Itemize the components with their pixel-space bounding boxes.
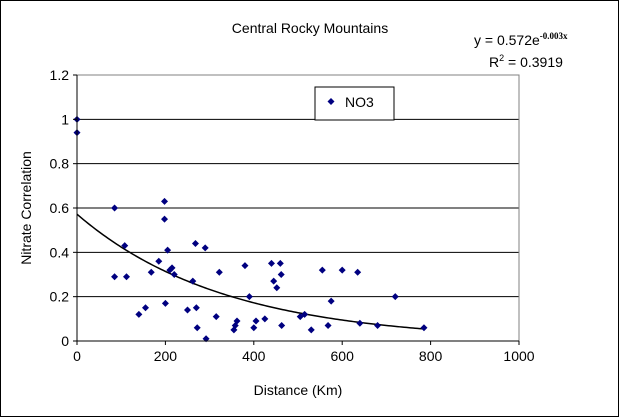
data-point-36	[273, 284, 281, 292]
data-point-31	[250, 324, 258, 332]
trendline-group	[76, 213, 425, 330]
data-point-10	[161, 197, 169, 205]
x-axis-label: Distance (Km)	[254, 382, 343, 398]
data-point-16	[170, 271, 178, 278]
data-point-43	[318, 266, 326, 274]
data-point-48	[356, 319, 364, 327]
data-point-33	[261, 315, 269, 323]
x-tick-label-800: 800	[419, 348, 443, 364]
data-point-13	[164, 246, 172, 254]
data-point-49	[374, 321, 382, 329]
y-tick-label-0: 0	[61, 333, 69, 349]
data-point-11	[161, 215, 169, 223]
data-point-42	[307, 326, 315, 334]
data-point-46	[338, 266, 346, 274]
data-point-45	[327, 297, 335, 305]
legend: NO3	[314, 86, 395, 121]
data-point-39	[278, 321, 286, 329]
data-point-3	[111, 273, 119, 281]
data-point-5	[123, 273, 131, 281]
y-tick-label-0.6: 0.6	[50, 200, 70, 216]
equation-exponent: -0.003x	[540, 31, 568, 41]
y-tick-label-1.2: 1.2	[50, 67, 70, 83]
exponential-trendline	[76, 213, 425, 330]
legend-marker-diamond	[327, 98, 335, 105]
r2-value: = 0.3919	[504, 54, 563, 70]
svg-text:y = 0.572e-0.003x: y = 0.572e-0.003x	[474, 31, 568, 48]
data-point-37	[276, 259, 284, 267]
legend-box	[314, 86, 395, 121]
data-point-38	[277, 271, 285, 278]
data-point-34	[267, 259, 275, 267]
data-point-7	[142, 304, 150, 312]
data-point-35	[270, 277, 278, 285]
r2-superscript: 2	[499, 53, 504, 63]
x-tick-label-400: 400	[242, 348, 266, 364]
data-point-9	[155, 257, 163, 265]
data-point-28	[233, 317, 241, 325]
data-point-47	[354, 268, 362, 276]
r2-prefix: R	[489, 54, 499, 70]
data-point-44	[324, 321, 332, 329]
data-point-2	[111, 204, 119, 212]
y-tick-label-0.2: 0.2	[50, 289, 70, 305]
y-tick-labels: 0 0.2 0.4 0.6 0.8 1 1.2	[50, 67, 77, 349]
legend-label-no3: NO3	[345, 94, 374, 110]
x-tick-label-600: 600	[331, 348, 355, 364]
y-tick-label-0.8: 0.8	[50, 156, 70, 172]
data-point-25	[215, 268, 223, 276]
data-point-18	[189, 277, 197, 285]
svg-text:R2 = 0.3919: R2 = 0.3919	[489, 53, 563, 70]
data-point-29	[241, 262, 249, 270]
data-point-50	[391, 293, 399, 301]
data-point-24	[212, 313, 220, 321]
data-point-30	[245, 293, 253, 301]
data-point-15	[168, 264, 176, 272]
y-axis-label: Nitrate Correlation	[18, 151, 34, 265]
equation-prefix: y = 0.572e	[474, 32, 540, 48]
y-tick-label-0.4: 0.4	[50, 244, 70, 260]
data-point-6	[135, 310, 143, 318]
data-points	[73, 115, 428, 343]
x-tick-label-1000: 1000	[503, 348, 534, 364]
data-point-41	[301, 310, 309, 318]
data-point-51	[420, 324, 428, 332]
chart-title: Central Rocky Mountains	[232, 20, 388, 36]
data-point-32	[252, 317, 260, 325]
trendline-equation: y = 0.572e-0.003x R2 = 0.3919	[474, 31, 568, 70]
data-point-4	[121, 242, 129, 250]
data-point-20	[192, 304, 200, 312]
data-point-17	[184, 306, 191, 314]
x-tick-labels: 0 200 400 600 800 1000	[73, 341, 535, 364]
data-point-21	[193, 324, 201, 332]
data-point-12	[161, 299, 169, 307]
data-point-19	[191, 239, 199, 247]
data-point-22	[201, 244, 209, 252]
x-tick-label-0: 0	[73, 348, 81, 364]
gridlines	[77, 74, 519, 298]
y-tick-label-1: 1	[61, 111, 69, 127]
x-tick-label-200: 200	[154, 348, 178, 364]
data-point-8	[147, 268, 155, 276]
